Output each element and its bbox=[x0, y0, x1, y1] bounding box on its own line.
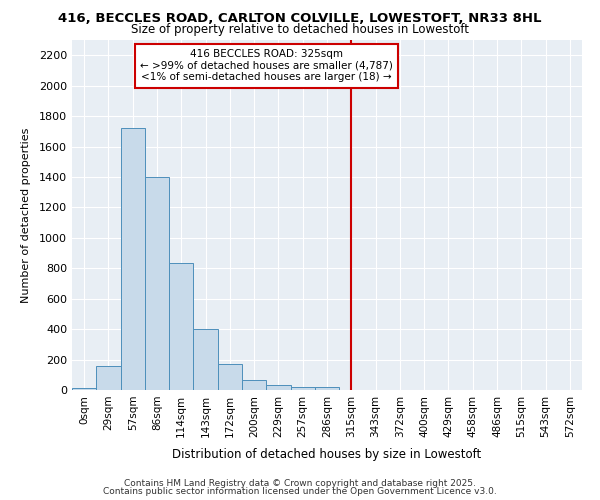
Bar bbox=[169, 263, 193, 390]
Bar bbox=[242, 380, 266, 390]
Text: 416, BECCLES ROAD, CARLTON COLVILLE, LOWESTOFT, NR33 8HL: 416, BECCLES ROAD, CARLTON COLVILLE, LOW… bbox=[58, 12, 542, 26]
Bar bbox=[72, 388, 96, 390]
Bar bbox=[218, 364, 242, 390]
Bar bbox=[96, 366, 121, 390]
Bar bbox=[266, 386, 290, 390]
Text: Size of property relative to detached houses in Lowestoft: Size of property relative to detached ho… bbox=[131, 22, 469, 36]
Bar bbox=[121, 128, 145, 390]
Bar bbox=[193, 329, 218, 390]
Text: Contains public sector information licensed under the Open Government Licence v3: Contains public sector information licen… bbox=[103, 487, 497, 496]
Text: 416 BECCLES ROAD: 325sqm
← >99% of detached houses are smaller (4,787)
<1% of se: 416 BECCLES ROAD: 325sqm ← >99% of detac… bbox=[140, 50, 393, 82]
Bar bbox=[145, 177, 169, 390]
Bar bbox=[315, 387, 339, 390]
Y-axis label: Number of detached properties: Number of detached properties bbox=[20, 128, 31, 302]
Text: Contains HM Land Registry data © Crown copyright and database right 2025.: Contains HM Land Registry data © Crown c… bbox=[124, 478, 476, 488]
Bar bbox=[290, 386, 315, 390]
X-axis label: Distribution of detached houses by size in Lowestoft: Distribution of detached houses by size … bbox=[172, 448, 482, 461]
